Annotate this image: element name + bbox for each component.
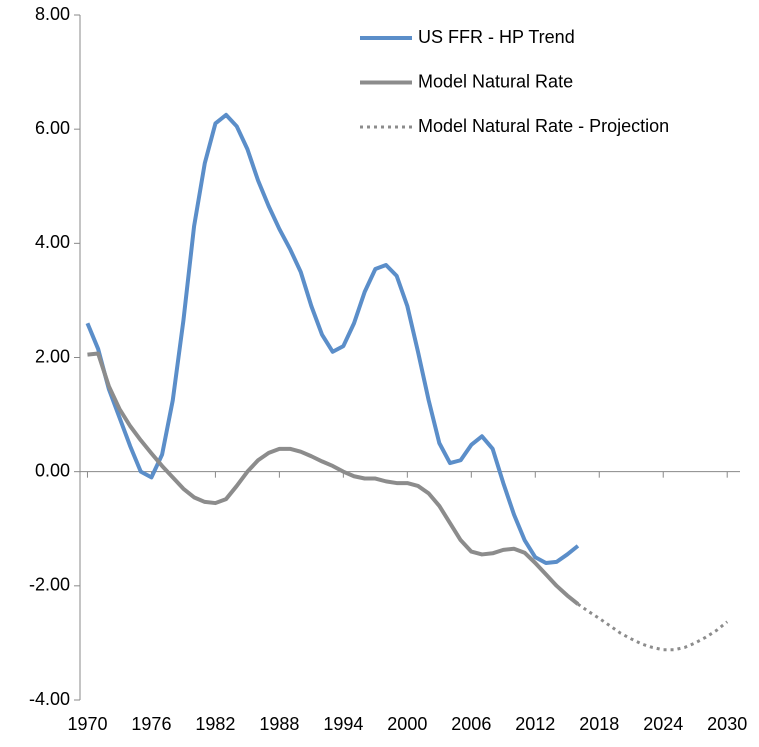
series-line [577, 602, 729, 652]
legend-label: US FFR - HP Trend [418, 27, 575, 47]
y-tick-label: 8.00 [35, 4, 70, 24]
x-tick-label: 1982 [195, 714, 235, 734]
legend-label: Model Natural Rate [418, 71, 573, 91]
x-tick-label: 2024 [643, 714, 683, 734]
x-tick-label: 1970 [67, 714, 107, 734]
y-tick-label: 4.00 [35, 232, 70, 252]
x-tick-label: 2018 [579, 714, 619, 734]
series-line [87, 351, 580, 606]
x-tick-label: 1976 [131, 714, 171, 734]
y-tick-label: 2.00 [35, 346, 70, 366]
x-tick-label: 1994 [323, 714, 363, 734]
y-tick-label: -2.00 [29, 575, 70, 595]
x-tick-label: 1988 [259, 714, 299, 734]
y-tick-label: 6.00 [35, 118, 70, 138]
x-tick-label: 2030 [707, 714, 747, 734]
y-tick-label: -4.00 [29, 689, 70, 709]
x-tick-label: 2012 [515, 714, 555, 734]
x-tick-label: 2006 [451, 714, 491, 734]
series-line [85, 112, 580, 565]
x-tick-label: 2000 [387, 714, 427, 734]
legend-label: Model Natural Rate - Projection [418, 116, 669, 136]
y-tick-label: 0.00 [35, 460, 70, 480]
